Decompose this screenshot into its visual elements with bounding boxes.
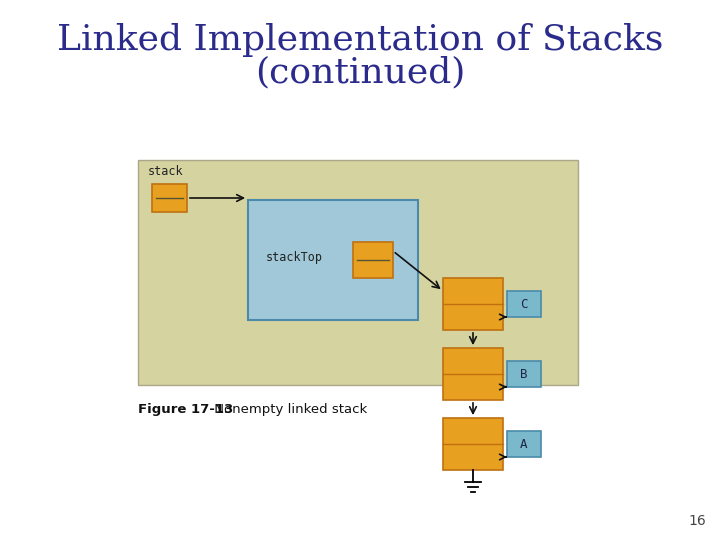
Bar (507, 431, 541, 457)
Text: (continued): (continued) (255, 55, 465, 89)
Bar (138, 160, 578, 385)
Bar (443, 418, 503, 470)
Text: B: B (521, 368, 528, 381)
Text: Figure 17-13: Figure 17-13 (138, 403, 233, 416)
Text: stack: stack (148, 165, 184, 178)
Text: Nonempty linked stack: Nonempty linked stack (210, 403, 367, 416)
Bar (152, 184, 187, 212)
Bar (443, 278, 503, 330)
Bar (443, 348, 503, 400)
Text: stackTop: stackTop (266, 252, 323, 265)
Text: 16: 16 (688, 514, 706, 528)
Text: A: A (521, 437, 528, 450)
Text: Linked Implementation of Stacks: Linked Implementation of Stacks (57, 23, 663, 57)
Text: C: C (521, 298, 528, 310)
Bar (248, 200, 418, 320)
Bar (507, 291, 541, 317)
Bar (353, 242, 393, 278)
Bar (507, 361, 541, 387)
